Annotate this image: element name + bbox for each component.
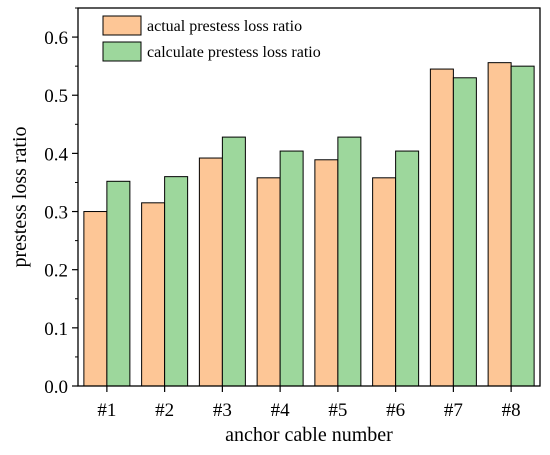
x-tick-label: #5 — [328, 400, 347, 421]
x-tick-label: #8 — [502, 400, 521, 421]
bar-calculate-3 — [221, 136, 246, 387]
x-tick-label: #4 — [271, 400, 291, 421]
plot-frame — [77, 7, 541, 387]
bar-actual-6 — [372, 177, 397, 387]
bar-calculate-2 — [164, 176, 189, 387]
x-axis-title: anchor cable number — [225, 424, 393, 446]
bar-actual-7 — [429, 68, 454, 387]
x-tick-label: #6 — [386, 400, 405, 421]
y-tick-label: 0.4 — [44, 144, 68, 165]
ticks-layer: 0.0 0.1 0.2 0.3 0.4 0.5 0.6 #1 #2 #3 #4 #5 #6 #7 #8 — [44, 7, 521, 421]
bars-layer — [83, 62, 535, 387]
legend-label-actual: actual prestess loss ratio — [147, 18, 302, 35]
bar-calculate-8 — [510, 65, 535, 387]
y-tick-label: 0.5 — [44, 86, 68, 107]
bar-calculate-4 — [279, 150, 304, 387]
x-tick-label: #7 — [444, 400, 463, 421]
y-tick-label: 0.0 — [44, 377, 68, 398]
bar-actual-8 — [487, 62, 512, 387]
bar-actual-1 — [83, 211, 108, 387]
bar-actual-3 — [198, 157, 223, 387]
y-axis-title: prestess loss ratio — [9, 126, 31, 267]
x-tick-label: #3 — [213, 400, 232, 421]
bar-calculate-1 — [106, 180, 131, 387]
y-tick-label: 0.3 — [44, 203, 68, 224]
legend-swatch-actual — [102, 15, 142, 36]
y-tick-label: 0.6 — [44, 28, 68, 49]
legend-label-calculate: calculate prestess loss ratio — [147, 44, 321, 61]
bar-calculate-5 — [337, 136, 362, 387]
bar-actual-4 — [256, 177, 281, 387]
x-tick-label: #2 — [155, 400, 174, 421]
y-tick-label: 0.2 — [44, 261, 68, 282]
bar-actual-2 — [141, 202, 166, 387]
y-tick-label: 0.1 — [44, 319, 68, 340]
bar-actual-5 — [314, 159, 339, 387]
legend: actual prestess loss ratio calculate pres… — [102, 15, 321, 62]
x-tick-label: #1 — [97, 400, 116, 421]
bar-calculate-7 — [452, 77, 477, 387]
legend-swatch-calculate — [102, 41, 142, 62]
bar-calculate-6 — [395, 150, 420, 387]
